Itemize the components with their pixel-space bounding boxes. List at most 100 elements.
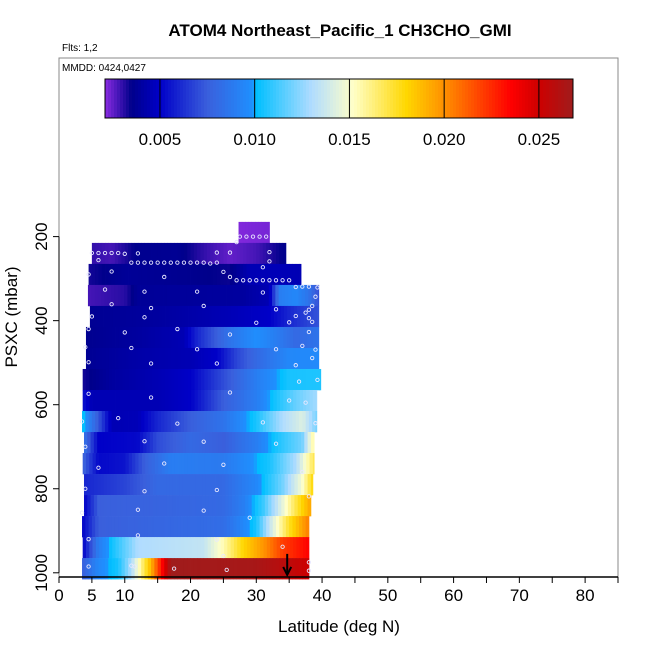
curtain-cell [95, 389, 100, 412]
curtain-cell [316, 347, 320, 370]
colorbar-segment [273, 79, 277, 118]
sample-marker [296, 379, 302, 384]
curtain-cell [253, 368, 258, 391]
curtain-cell [306, 537, 310, 559]
curtain-cell [118, 347, 123, 370]
curtain-cell [201, 368, 205, 391]
curtain-cell [312, 389, 317, 412]
colorbar-segment [303, 79, 307, 118]
curtain-cell [107, 474, 111, 496]
curtain-cell [301, 495, 305, 517]
curtain-cell [259, 558, 264, 580]
colorbar-segment [165, 79, 169, 118]
curtain-cell [191, 305, 196, 328]
curtain-cell [158, 326, 162, 349]
curtain-cell [302, 411, 307, 433]
curtain-cell [200, 558, 205, 580]
curtain-cell [89, 305, 94, 328]
curtain-cell [176, 495, 180, 517]
curtain-cell [319, 368, 322, 391]
curtain-cell [263, 537, 268, 559]
curtain-cell [277, 305, 282, 328]
curtain-cell [164, 453, 169, 475]
sample-marker [86, 360, 91, 365]
curtain-cell [170, 263, 175, 286]
curtain-cell [116, 432, 121, 454]
curtain-cell [124, 284, 128, 307]
sample-marker [96, 257, 101, 263]
colorbar-tick-label: 0.005 [139, 130, 182, 149]
curtain-cell [131, 411, 136, 433]
curtain-cell [147, 242, 152, 265]
curtain-cell [133, 284, 138, 307]
y-axis-label: PSXC (mbar) [2, 266, 21, 367]
colorbar-segment [411, 79, 415, 118]
curtain-cell [215, 432, 220, 454]
curtain-cell [250, 347, 255, 370]
colorbar-segment [420, 79, 424, 118]
curtain-cell [139, 305, 143, 328]
curtain-cell [301, 432, 305, 454]
sample-marker [227, 274, 233, 280]
colorbar-segment [477, 79, 481, 118]
curtain-cell [201, 305, 206, 328]
curtain-cell [144, 558, 149, 580]
curtain-cell [143, 495, 147, 517]
curtain-cell [121, 263, 126, 286]
sample-marker [315, 285, 320, 290]
curtain-cell [254, 432, 259, 454]
curtain-cell [89, 453, 93, 475]
curtain-cell [82, 558, 86, 580]
curtain-cell [157, 411, 162, 433]
curtain-cell [128, 389, 133, 412]
curtain-cell [204, 326, 209, 349]
curtain-cell [212, 284, 217, 307]
colorbar-segment [354, 79, 358, 118]
sample-marker [214, 260, 219, 265]
curtain-cell [278, 495, 282, 517]
curtain-cell [208, 495, 213, 517]
curtain-cell [145, 453, 149, 475]
curtain-cell [195, 305, 199, 328]
colorbar-segment [276, 79, 280, 118]
curtain-cell [261, 495, 266, 517]
curtain-cell [279, 516, 283, 538]
curtain-cell [253, 453, 258, 475]
colorbar-segment [234, 79, 238, 118]
curtain-cell [213, 263, 218, 286]
curtain-cell [227, 326, 232, 349]
curtain-cell [298, 284, 303, 307]
curtain-cell [135, 347, 139, 370]
curtain-cell [202, 474, 207, 496]
colorbar-segment [489, 79, 493, 118]
colorbar-segment [195, 79, 199, 118]
curtain-cell [247, 389, 251, 412]
curtain-cell [286, 368, 291, 391]
curtain-cell [111, 516, 116, 538]
curtain-cell [272, 558, 277, 580]
colorbar-segment [456, 79, 460, 118]
sample-marker [315, 377, 320, 383]
curtain-cell [273, 347, 278, 370]
curtain-cell [217, 368, 222, 391]
curtain-cell [264, 305, 268, 328]
curtain-cell [105, 263, 109, 286]
sample-marker [129, 345, 134, 351]
curtain-cell [135, 326, 139, 349]
curtain-cell [191, 537, 195, 559]
curtain-cell [167, 242, 172, 265]
curtain-cell [99, 368, 103, 391]
sample-marker [168, 260, 173, 265]
colorbar-segment [384, 79, 388, 118]
curtain-cell [197, 537, 202, 559]
curtain-cell [186, 284, 191, 307]
curtain-cell [207, 389, 212, 412]
x-tick-label: 0 [54, 586, 63, 605]
curtain-cell [264, 221, 269, 244]
curtain-cell [318, 284, 320, 307]
curtain-cell [266, 326, 271, 349]
curtain-cell [239, 411, 244, 433]
curtain-cell [125, 389, 130, 412]
curtain-cell [118, 368, 123, 391]
colorbar-segment [474, 79, 478, 118]
